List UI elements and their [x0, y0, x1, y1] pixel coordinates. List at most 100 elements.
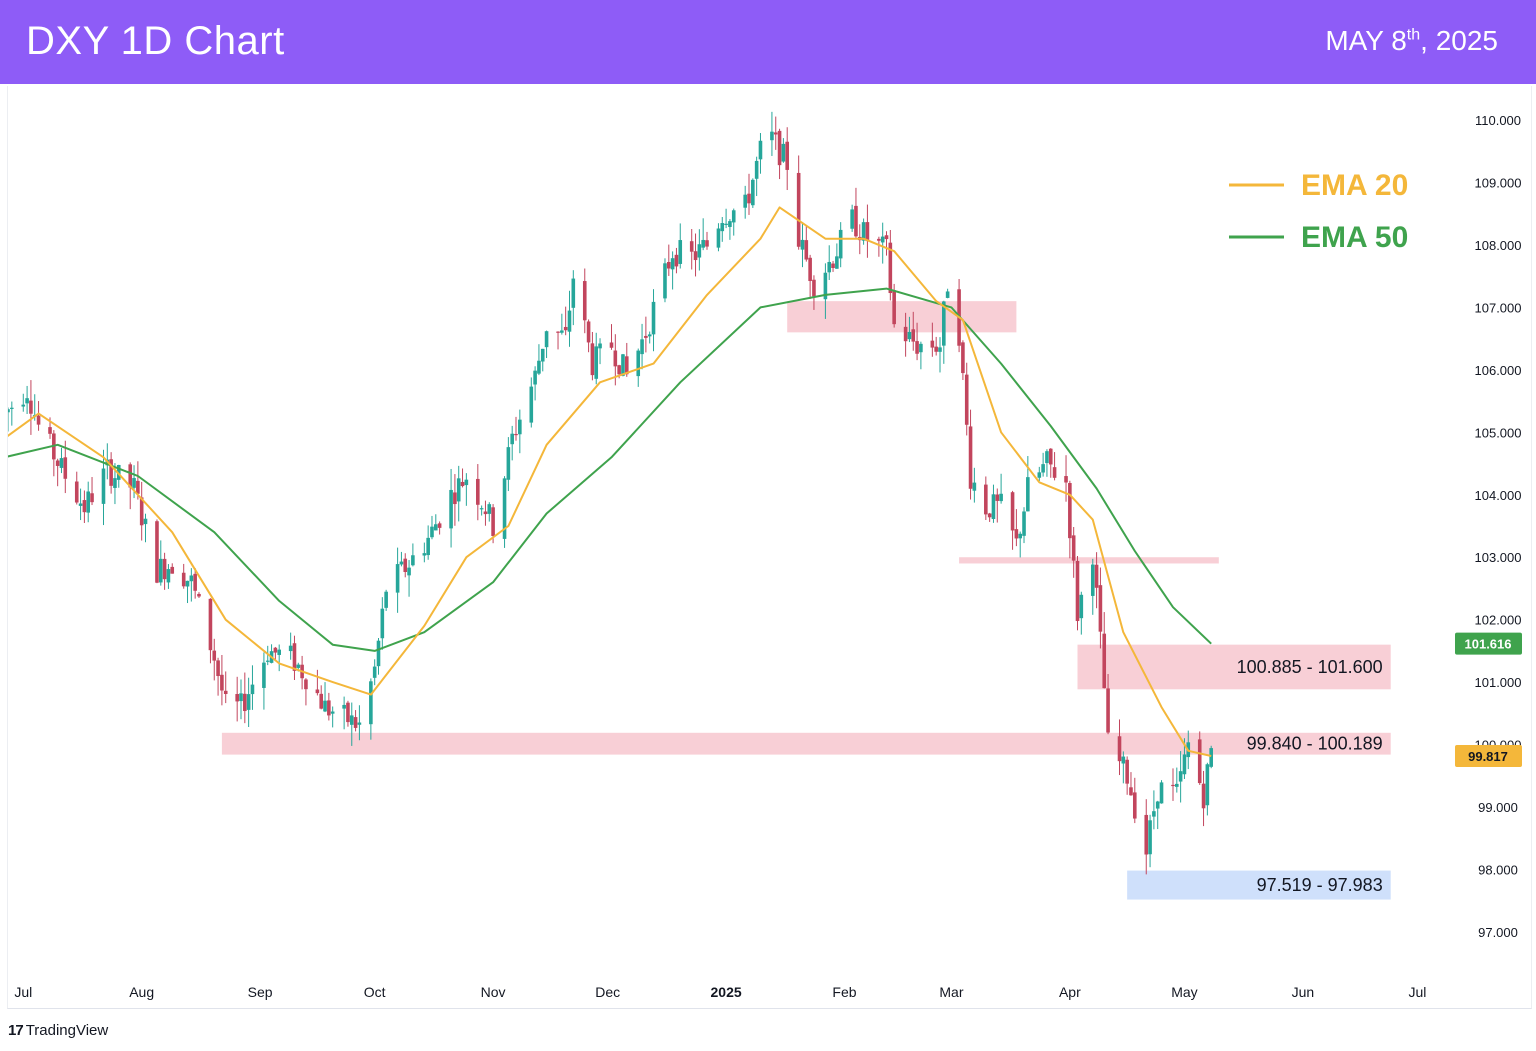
price-chart[interactable]: 100.885 - 101.600 99.840 - 100.189 97.519 …: [8, 86, 1531, 1008]
candle: [961, 340, 965, 381]
candle-body: [674, 254, 679, 267]
candle-body: [483, 511, 488, 515]
candle-body: [903, 326, 908, 342]
candle-body: [861, 222, 866, 241]
tradingview-logo[interactable]: 17 TradingView: [8, 1020, 108, 1040]
candle: [170, 563, 175, 574]
candles-layer: [8, 111, 1213, 875]
candle-body: [273, 647, 278, 653]
candle-body: [1117, 736, 1122, 762]
candle: [220, 654, 224, 706]
x-tick-label: Nov: [481, 984, 506, 1000]
candle-body: [1178, 771, 1183, 782]
candle-body: [1132, 792, 1137, 819]
candle: [369, 678, 373, 740]
candle-body: [621, 354, 625, 376]
candle-body: [250, 684, 255, 695]
candle: [59, 447, 64, 474]
candle-body: [942, 301, 946, 346]
candle: [36, 401, 41, 431]
candle: [907, 316, 912, 343]
ema20-line: [8, 206, 1212, 757]
candle: [155, 519, 159, 584]
candle-body: [1094, 564, 1099, 588]
candle: [609, 324, 614, 350]
candle-body: [770, 131, 774, 141]
x-tick-label: 2025: [711, 984, 742, 1000]
candle: [728, 219, 732, 240]
candle: [216, 657, 220, 696]
candle: [208, 598, 213, 664]
candle: [537, 344, 541, 376]
candle-body: [529, 386, 534, 423]
candle: [376, 637, 381, 675]
x-tick-label: Jul: [1408, 984, 1426, 1000]
candle-body: [1041, 464, 1045, 473]
candle: [743, 185, 747, 219]
y-tick-label: 105.000: [1475, 425, 1522, 440]
candle: [132, 465, 136, 499]
candle-body: [1037, 472, 1042, 478]
candle: [327, 692, 331, 721]
candle-body: [36, 415, 41, 425]
candle: [82, 490, 87, 524]
candle: [911, 311, 916, 351]
candle: [533, 366, 537, 401]
candle: [995, 488, 1000, 523]
candle: [647, 331, 652, 344]
candle: [1079, 591, 1084, 635]
candle-body: [995, 494, 1000, 501]
chart-frame[interactable]: 100.885 - 101.600 99.840 - 100.189 97.519 …: [7, 86, 1532, 1009]
candle: [666, 244, 671, 276]
candle: [453, 474, 457, 526]
zone-resistance-2: [1077, 644, 1391, 690]
candle: [621, 353, 625, 377]
y-tick-label: 108.000: [1475, 238, 1522, 253]
candle-body: [877, 238, 881, 241]
candle: [1010, 490, 1015, 550]
tradingview-logo-text: TradingView: [25, 1021, 109, 1039]
tradingview-logo-icon: 17: [8, 1021, 24, 1039]
candle: [246, 677, 251, 727]
candle-body: [21, 404, 26, 407]
candle: [716, 223, 721, 252]
candle-body: [1197, 739, 1202, 784]
candle-body: [323, 700, 327, 712]
ema50-price-badge-bg: [1455, 632, 1522, 655]
candle-body: [1079, 594, 1084, 619]
candle-body: [663, 263, 667, 299]
candle: [269, 644, 274, 664]
candle-body: [835, 256, 839, 269]
candle: [433, 514, 438, 531]
candle: [315, 669, 320, 696]
candle-body: [624, 356, 629, 375]
candle: [1026, 456, 1030, 512]
candle: [781, 138, 786, 163]
candle: [243, 672, 247, 724]
candle-body: [453, 492, 457, 505]
candle-body: [991, 494, 996, 520]
candle: [422, 542, 427, 563]
candle-body: [666, 262, 671, 269]
candle-body: [999, 493, 1003, 502]
candle: [884, 231, 889, 256]
candle-body: [1144, 814, 1149, 855]
candle-body: [430, 526, 434, 538]
candle-body: [395, 564, 400, 593]
candle-body: [376, 640, 381, 667]
candle-body: [319, 693, 324, 709]
candle-body: [315, 689, 320, 694]
candle-body: [1155, 801, 1160, 809]
candle: [1152, 790, 1156, 830]
candle-body: [1182, 754, 1187, 775]
zone-resistance-0: [787, 301, 1017, 333]
candle: [598, 338, 602, 365]
candle-body: [132, 478, 136, 488]
candle-body: [689, 241, 694, 252]
candle: [930, 322, 935, 357]
candle-body: [460, 481, 465, 487]
ema20-price-badge: 99.817: [1468, 749, 1508, 764]
candle-body: [831, 263, 835, 268]
candle: [1125, 756, 1129, 795]
candle-body: [1209, 748, 1213, 767]
